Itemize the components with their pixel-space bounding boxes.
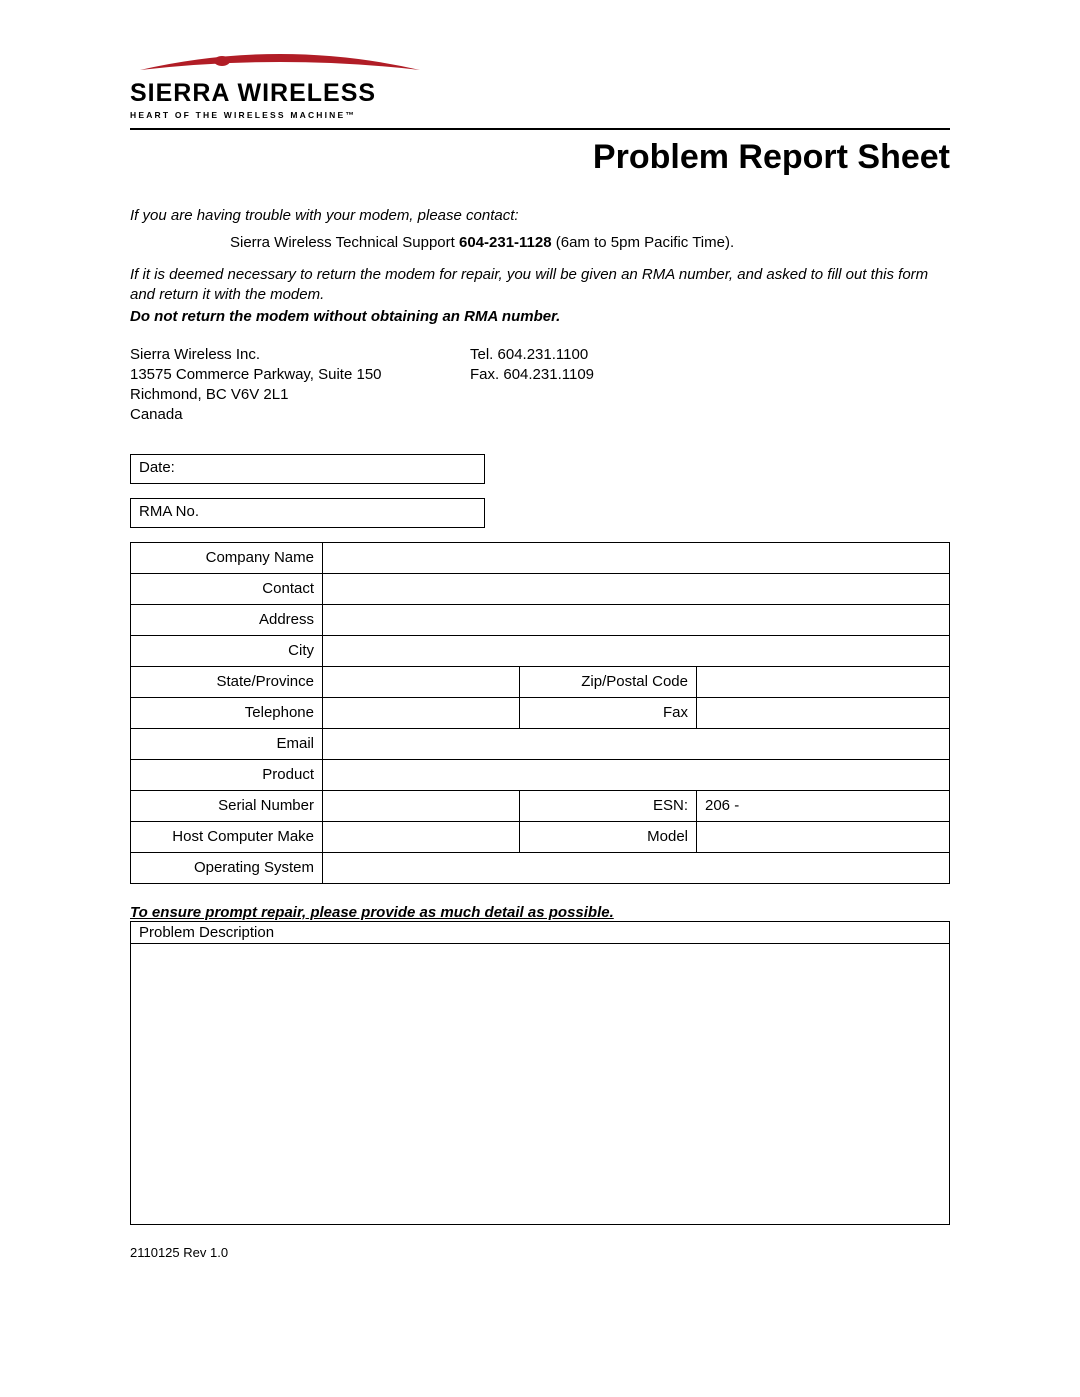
label-model: Model xyxy=(520,821,697,852)
input-fax[interactable] xyxy=(697,697,950,728)
input-state[interactable] xyxy=(323,666,520,697)
tel-value: 604.231.1100 xyxy=(498,346,589,363)
input-product[interactable] xyxy=(323,759,950,790)
label-contact: Contact xyxy=(131,573,323,604)
problem-description-box: Problem Description xyxy=(130,921,950,1225)
rma-field[interactable]: RMA No. xyxy=(130,498,485,528)
company-logo: SIERRA WIRELESS HEART OF THE WIRELESS MA… xyxy=(130,48,950,120)
input-serial[interactable] xyxy=(323,790,520,821)
support-prefix: Sierra Wireless Technical Support xyxy=(230,234,459,251)
addr-country: Canada xyxy=(130,405,470,425)
swoosh-icon xyxy=(130,48,430,76)
input-os[interactable] xyxy=(323,852,950,883)
input-telephone[interactable] xyxy=(323,697,520,728)
label-os: Operating System xyxy=(131,852,323,883)
support-suffix: (6am to 5pm Pacific Time). xyxy=(552,234,735,251)
support-line: Sierra Wireless Technical Support 604-23… xyxy=(230,234,950,251)
label-city: City xyxy=(131,635,323,666)
address-block: Sierra Wireless Inc. 13575 Commerce Park… xyxy=(130,345,950,426)
input-email[interactable] xyxy=(323,728,950,759)
fax-label: Fax. xyxy=(470,366,499,383)
label-state: State/Province xyxy=(131,666,323,697)
input-esn[interactable]: 206 - xyxy=(697,790,950,821)
detail-note: To ensure prompt repair, please provide … xyxy=(130,904,950,921)
rma-warning: Do not return the modem without obtainin… xyxy=(130,308,950,325)
input-city[interactable] xyxy=(323,635,950,666)
form-table: Company Name Contact Address City State/… xyxy=(130,542,950,884)
fax-value: 604.231.1109 xyxy=(503,366,594,383)
addr-city: Richmond, BC V6V 2L1 xyxy=(130,385,470,405)
intro-text: If you are having trouble with your mode… xyxy=(130,207,950,224)
label-fax: Fax xyxy=(520,697,697,728)
input-address[interactable] xyxy=(323,604,950,635)
input-company[interactable] xyxy=(323,542,950,573)
input-contact[interactable] xyxy=(323,573,950,604)
logo-tagline: HEART OF THE WIRELESS MACHINE™ xyxy=(130,110,950,120)
addr-name: Sierra Wireless Inc. xyxy=(130,345,470,365)
page-title: Problem Report Sheet xyxy=(130,138,950,177)
logo-company-name: SIERRA WIRELESS xyxy=(130,79,950,108)
desc-header: Problem Description xyxy=(131,922,949,944)
label-email: Email xyxy=(131,728,323,759)
label-serial: Serial Number xyxy=(131,790,323,821)
support-phone: 604-231-1128 xyxy=(459,234,552,251)
label-telephone: Telephone xyxy=(131,697,323,728)
footer-rev: 2110125 Rev 1.0 xyxy=(130,1245,950,1260)
tel-label: Tel. xyxy=(470,346,493,363)
desc-body[interactable] xyxy=(131,944,949,1224)
rma-note: If it is deemed necessary to return the … xyxy=(130,265,950,306)
date-field[interactable]: Date: xyxy=(130,454,485,484)
label-product: Product xyxy=(131,759,323,790)
label-address: Address xyxy=(131,604,323,635)
header-rule xyxy=(130,128,950,130)
addr-street: 13575 Commerce Parkway, Suite 150 xyxy=(130,365,470,385)
input-zip[interactable] xyxy=(697,666,950,697)
label-esn: ESN: xyxy=(520,790,697,821)
label-company: Company Name xyxy=(131,542,323,573)
input-model[interactable] xyxy=(697,821,950,852)
label-zip: Zip/Postal Code xyxy=(520,666,697,697)
label-host: Host Computer Make xyxy=(131,821,323,852)
input-host[interactable] xyxy=(323,821,520,852)
